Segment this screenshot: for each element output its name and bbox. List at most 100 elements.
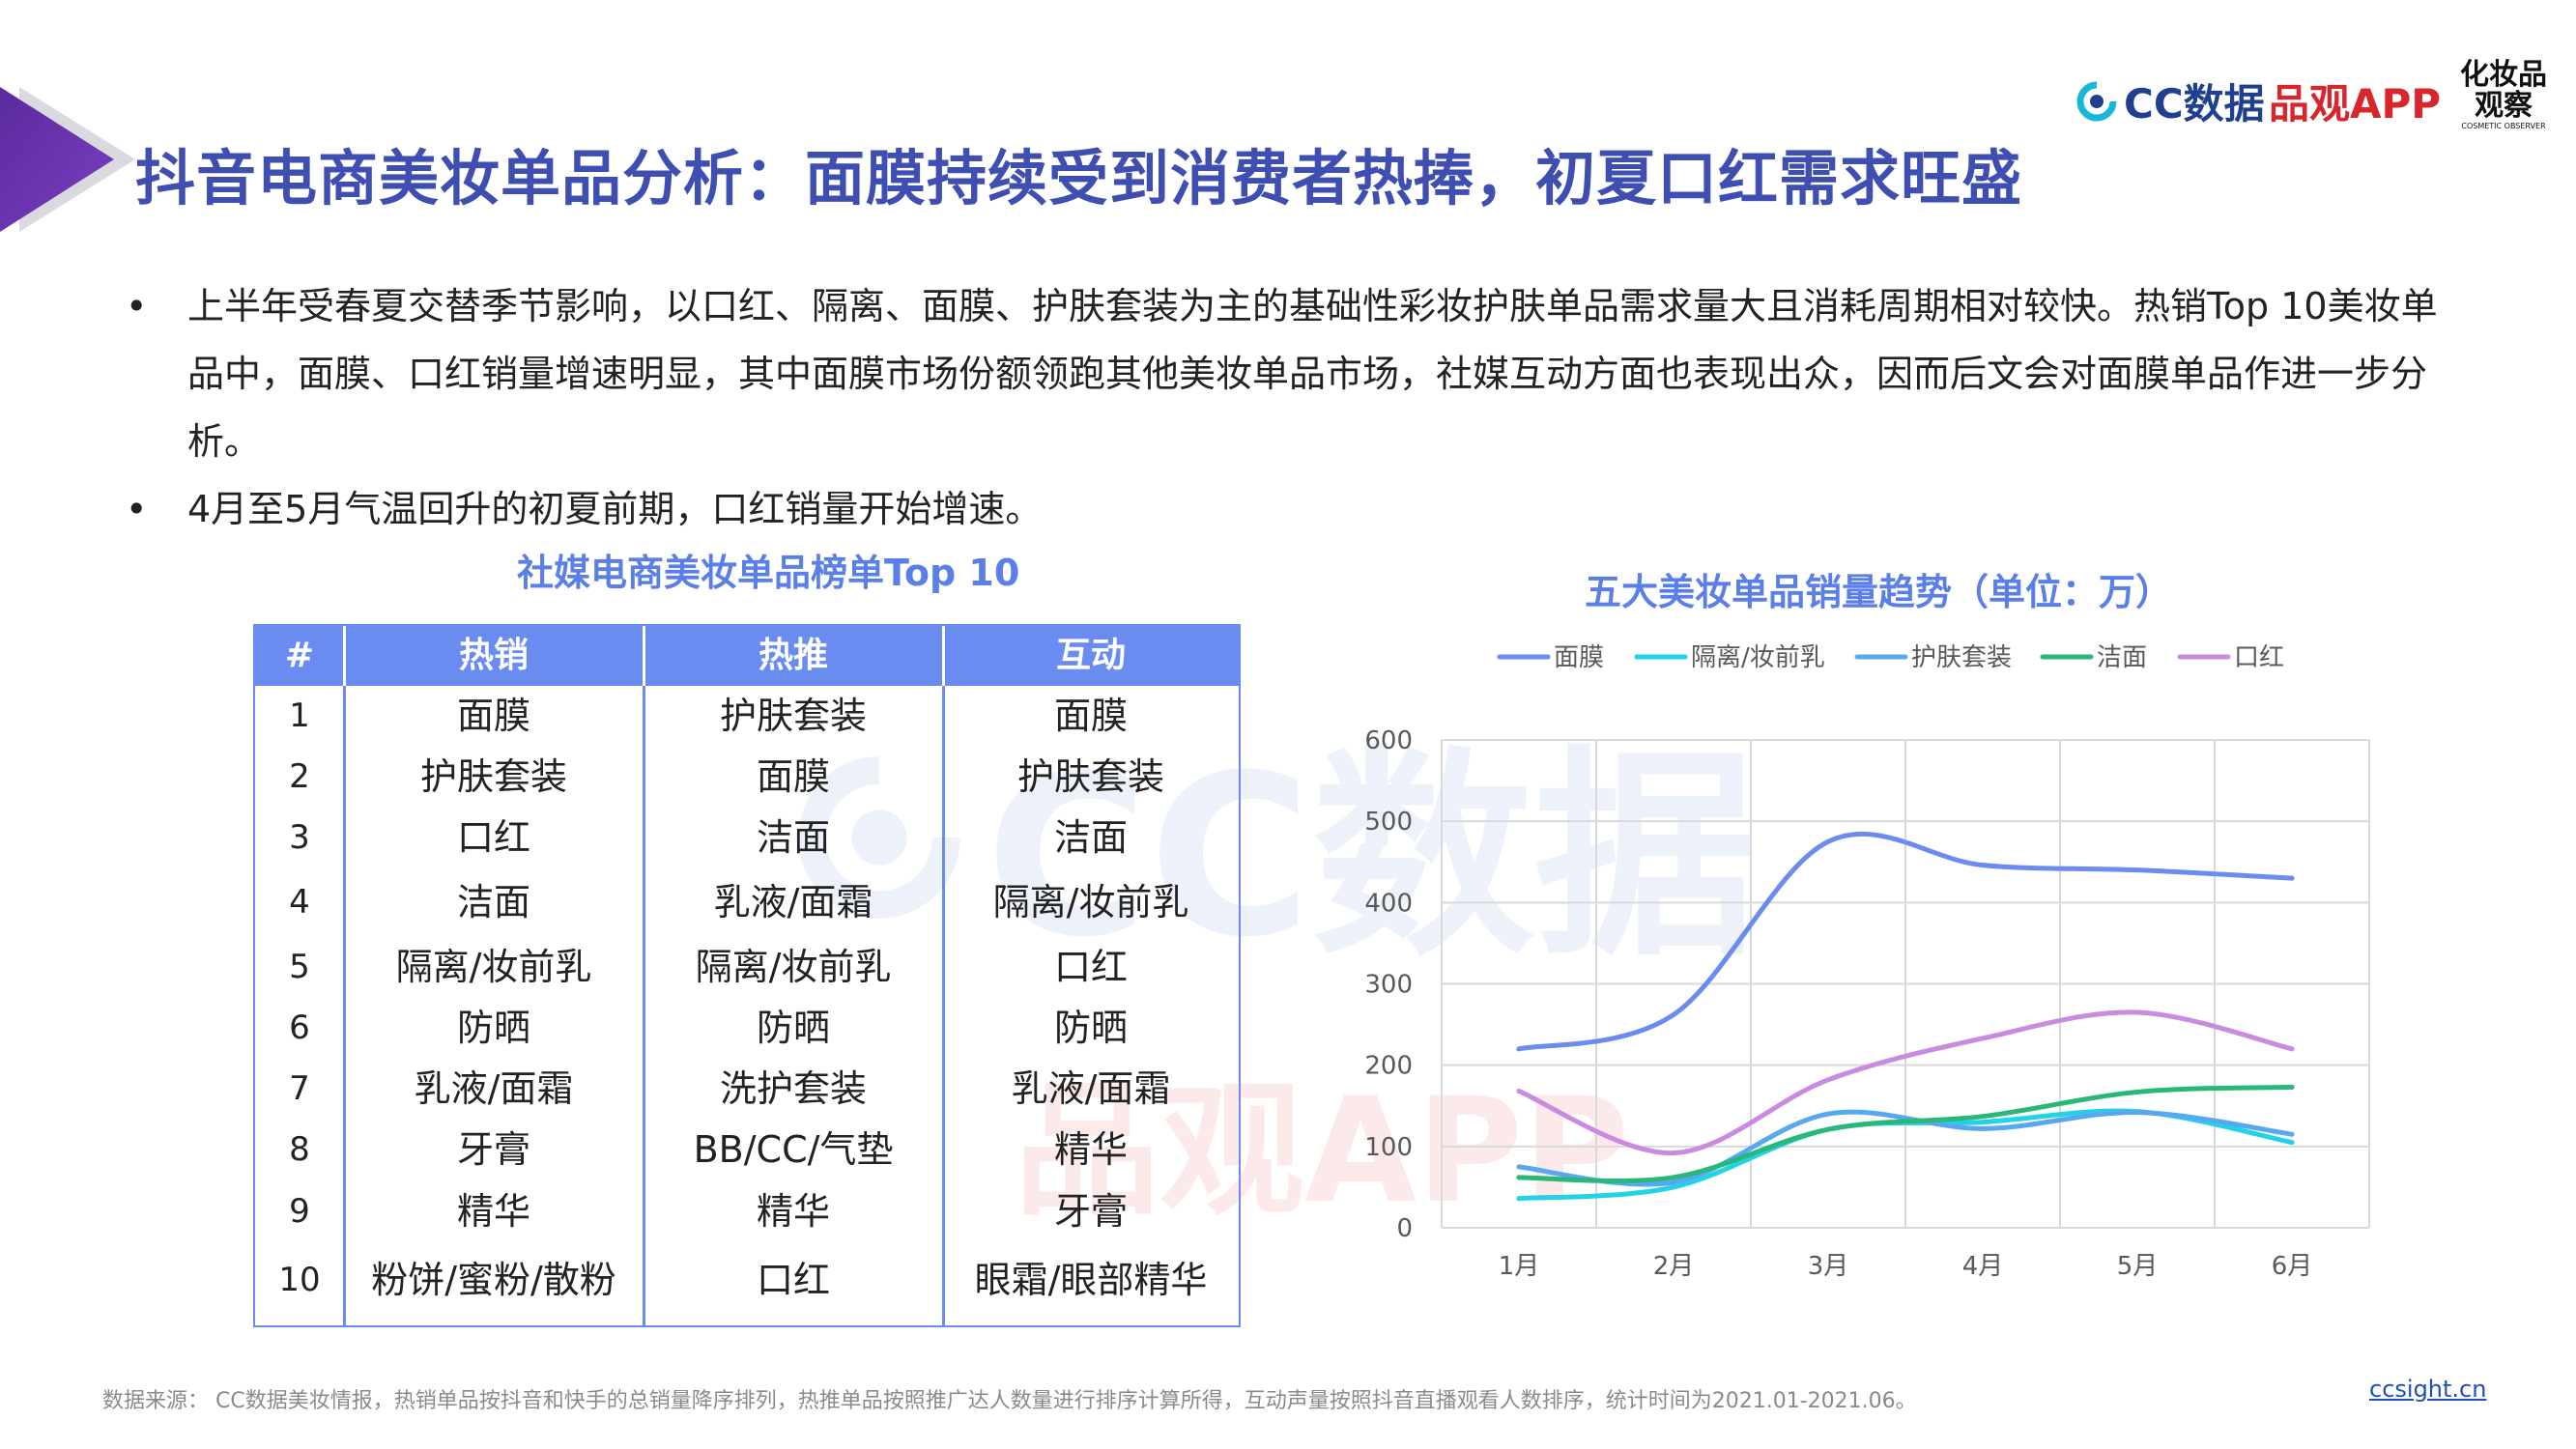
data-point [2289,1140,2295,1146]
table-cell-hot-promo: BB/CC/气垫 [693,1128,894,1171]
legend-label: 隔离/妆前乳 [1691,643,1825,672]
x-tick-label: 4月 [1962,1252,2004,1281]
cc-watermark-icon [798,755,960,919]
legend-label: 护肤套装 [1911,643,2012,672]
data-point [1516,1175,1522,1180]
data-point [1825,1111,1831,1117]
data-point [1980,1120,1986,1125]
data-point [1825,838,1831,844]
data-point [1516,1089,1522,1094]
table-cell-hot-promo: 洗护套装 [719,1067,867,1110]
data-point [2289,1046,2295,1052]
table-column-divider [643,626,645,1325]
table-cell-hot-sales: 粉饼/蜜粉/散粉 [371,1259,616,1301]
data-point [1825,1077,1831,1083]
bullet-dot: • [126,488,148,530]
brand-logos: CC数据 品观APP 化妆品观察 COSMETIC OBSERVER [2075,60,2559,166]
cosmetic-observer-cn: 化妆品观察 [2460,58,2547,123]
table-cell-hot-promo: 口红 [756,1259,830,1301]
data-point [2134,1089,2140,1094]
data-point [1980,1114,1986,1120]
table-cell-interaction: 面膜 [1053,695,1128,737]
table-cell-hot-sales: 防晒 [456,1007,530,1049]
table-title: 社媒电商美妆单品榜单Top 10 [517,552,1020,594]
corner-decoration [0,87,135,232]
table-cell-rank: 7 [289,1069,310,1108]
table-cell-rank: 8 [289,1130,310,1169]
y-tick-label: 500 [1364,808,1413,837]
y-tick-label: 100 [1364,1133,1413,1162]
cc-watermark-text: CC数据 [986,728,1757,986]
data-point [1825,1126,1831,1132]
table-cell-hot-promo: 乳液/面霜 [713,881,873,923]
data-point [1516,1046,1522,1052]
table-cell-hot-promo: 隔离/妆前乳 [695,946,892,988]
table-cell-hot-sales: 牙膏 [456,1128,530,1171]
cosmetic-observer-logo: 化妆品观察 COSMETIC OBSERVER [2450,58,2557,131]
table-cell-hot-sales: 精华 [456,1190,530,1233]
bullet-item: • 4月至5月气温回升的初夏前期，口红销量开始增速。 [116,475,2474,543]
table-cell-interaction: 洁面 [1053,816,1128,859]
table-cell-interaction: 牙膏 [1053,1190,1128,1233]
y-tick-label: 0 [1396,1214,1413,1243]
data-point [2289,875,2295,881]
legend-label: 洁面 [2097,643,2147,672]
series-line-3 [1516,1084,2295,1183]
site-link[interactable]: ccsight.cn [2369,1376,2487,1403]
table-column-divider [343,626,346,1325]
table-header-divider [343,626,346,686]
x-tick-label: 6月 [2272,1252,2313,1281]
data-point [1980,1125,1986,1131]
y-tick-label: 300 [1364,971,1413,1000]
table-cell-hot-sales: 隔离/妆前乳 [395,946,592,988]
data-point [2289,1084,2295,1090]
cc-data-logo: CC数据 [2075,71,2265,130]
table-cell-hot-sales: 乳液/面霜 [414,1067,574,1110]
table-cell-rank: 4 [289,883,310,922]
data-point [1516,1196,1522,1202]
y-tick-label: 600 [1364,726,1413,755]
bullet-text: 4月至5月气温回升的初夏前期，口红销量开始增速。 [187,488,1043,530]
data-point [1980,863,1986,868]
bullet-item: • 上半年受春夏交替季节影响，以口红、隔离、面膜、护肤套装为主的基础性彩妆护肤单… [116,272,2474,475]
table-cell-hot-promo: 精华 [756,1190,830,1233]
x-tick-label: 3月 [1808,1252,1849,1281]
x-tick-label: 2月 [1653,1252,1695,1281]
table-cell-hot-sales: 口红 [456,816,530,859]
table-cell-hot-sales: 洁面 [456,881,530,923]
ranking-table: # 热销 热推 互动 1 面膜 护肤套装 面膜 2 护肤套装 面膜 护肤套装 3 口红 洁面 洁面 4 洁面 乳液/… [253,624,1241,1327]
table-cell-rank: 5 [289,948,310,986]
data-point [2134,1009,2140,1015]
series-line-0 [1516,831,2295,1052]
data-point [2289,1131,2295,1137]
table-cell-rank: 2 [289,757,310,796]
page-title: 抖音电商美妆单品分析：面膜持续受到消费者热捧，初夏口红需求旺盛 [135,143,2023,213]
sales-trend-line-chart: 0 100 200 300 400 500 600 1月 2月 3月 4月 5月 6月 面膜 隔离/妆前乳 护… [1364,643,2370,1281]
table-cell-hot-sales: 面膜 [456,695,530,737]
table-cell-rank: 1 [289,696,310,735]
table-header-divider [643,626,645,686]
table-cell-interaction: 眼霜/眼部精华 [974,1259,1208,1301]
data-point [2134,867,2140,873]
table-cell-hot-promo: 护肤套装 [719,695,867,737]
data-point [1671,1011,1676,1017]
table-cell-rank: 3 [289,818,310,857]
table-cell-rank: 9 [289,1192,310,1231]
pinguan-logo: 品观APP [2269,80,2442,128]
table-cell-hot-promo: 防晒 [756,1007,830,1049]
data-source-note: 数据来源： CC数据美妆情报，热销单品按抖音和快手的总销量降序排列，热推单品按照… [102,1389,1917,1413]
table-header-interaction: 互动 [1055,636,1126,675]
data-point [1671,1175,1676,1180]
series-line-2 [1516,1109,2295,1187]
table-cell-rank: 6 [289,1009,310,1047]
table-cell-rank: 10 [278,1261,321,1299]
bullet-text: 上半年受春夏交替季节影响，以口红、隔离、面膜、护肤套装为主的基础性彩妆护肤单品需… [187,285,2438,463]
x-tick-label: 1月 [1499,1252,1540,1281]
cc-logo-text: CC数据 [2124,80,2265,128]
cc-watermark: CC数据 [792,676,1757,998]
y-tick-label: 200 [1364,1052,1413,1081]
x-tick-label: 5月 [2117,1252,2159,1281]
legend-label: 口红 [2234,643,2284,672]
table-header-hot-sales: 热销 [458,636,529,675]
table-header-hot-promo: 热推 [758,636,828,675]
